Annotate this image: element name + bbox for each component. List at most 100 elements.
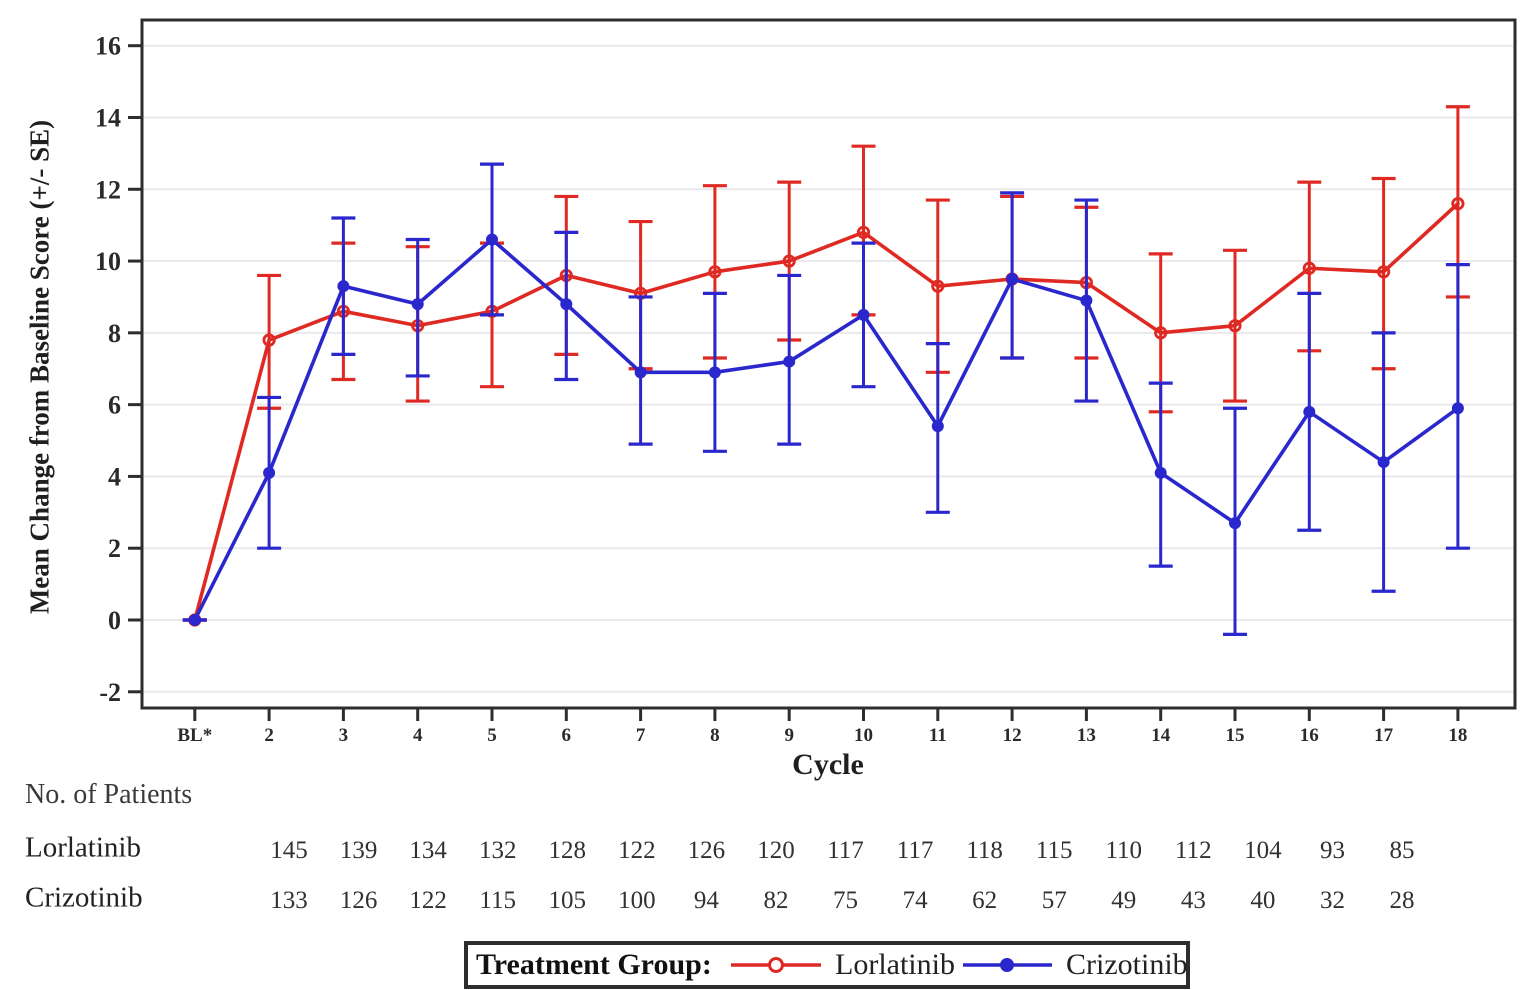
patient-count-lorlatinib: 128 bbox=[549, 837, 587, 864]
marker-crizotinib bbox=[1006, 273, 1019, 286]
series-line-lorlatinib bbox=[193, 201, 1460, 622]
patient-count-crizotinib: 105 bbox=[549, 887, 587, 914]
legend-marker-crizotinib bbox=[1000, 958, 1014, 972]
x-tick-label: 17 bbox=[1374, 725, 1394, 746]
y-tick-label: 10 bbox=[95, 247, 121, 276]
patient-count-lorlatinib: 118 bbox=[966, 837, 1003, 864]
marker-crizotinib bbox=[411, 298, 424, 311]
x-tick-label: 13 bbox=[1077, 725, 1096, 746]
x-tick-label: 5 bbox=[487, 725, 497, 746]
marker-crizotinib bbox=[931, 420, 944, 433]
y-tick-label: 16 bbox=[95, 32, 121, 61]
y-tick-label: 4 bbox=[108, 462, 121, 491]
marker-lorlatinib bbox=[1154, 326, 1168, 340]
patient-count-lorlatinib: 139 bbox=[340, 837, 378, 864]
y-tick-label: -2 bbox=[99, 678, 121, 707]
x-tick-label: 16 bbox=[1300, 725, 1319, 746]
marker-lorlatinib bbox=[1451, 197, 1465, 211]
x-tick-label: 10 bbox=[854, 725, 873, 746]
x-tick-label: 15 bbox=[1226, 725, 1245, 746]
y-tick-label: 2 bbox=[108, 534, 121, 563]
marker-crizotinib bbox=[634, 366, 647, 379]
y-axis-title: Mean Change from Baseline Score (+/- SE) bbox=[24, 119, 55, 615]
patient-count-lorlatinib: 93 bbox=[1320, 837, 1345, 864]
patient-count-lorlatinib: 122 bbox=[618, 837, 656, 864]
marker-crizotinib bbox=[1451, 402, 1464, 415]
marker-lorlatinib bbox=[931, 279, 945, 293]
patient-count-lorlatinib: 117 bbox=[827, 837, 864, 864]
patient-count-crizotinib: 115 bbox=[479, 887, 516, 914]
patient-count-lorlatinib: 132 bbox=[479, 837, 517, 864]
marker-crizotinib bbox=[783, 355, 796, 368]
y-tick-label: 0 bbox=[108, 606, 121, 635]
series-crizotinib bbox=[182, 162, 1470, 636]
patient-count-lorlatinib: 117 bbox=[897, 837, 934, 864]
marker-lorlatinib bbox=[262, 333, 276, 347]
patients-row-label-crizotinib: Crizotinib bbox=[25, 881, 143, 914]
legend-label-lorlatinib: Lorlatinib bbox=[835, 948, 955, 981]
marker-crizotinib bbox=[708, 366, 721, 379]
legend-label-crizotinib: Crizotinib bbox=[1066, 948, 1188, 981]
patient-count-lorlatinib: 85 bbox=[1390, 837, 1415, 864]
marker-lorlatinib bbox=[708, 265, 722, 279]
x-tick-label: 3 bbox=[339, 725, 349, 746]
patient-count-crizotinib: 62 bbox=[972, 887, 997, 914]
x-tick-label: 12 bbox=[1003, 725, 1022, 746]
marker-crizotinib bbox=[560, 298, 573, 311]
patient-count-crizotinib: 133 bbox=[270, 887, 308, 914]
x-tick-label: 2 bbox=[264, 725, 274, 746]
y-tick-label: 14 bbox=[95, 103, 121, 132]
marker-lorlatinib bbox=[856, 225, 871, 239]
patient-count-lorlatinib: 115 bbox=[1036, 837, 1073, 864]
marker-crizotinib bbox=[1377, 456, 1390, 469]
patient-count-crizotinib: 94 bbox=[694, 887, 720, 914]
legend-marker-lorlatinib bbox=[768, 957, 784, 973]
patient-count-crizotinib: 74 bbox=[903, 887, 929, 914]
marker-crizotinib bbox=[1154, 466, 1167, 479]
patient-count-crizotinib: 40 bbox=[1250, 887, 1275, 914]
x-tick-label: 4 bbox=[413, 725, 423, 746]
patient-count-lorlatinib: 120 bbox=[757, 837, 795, 864]
marker-crizotinib bbox=[263, 466, 276, 479]
patient-count-crizotinib: 57 bbox=[1042, 887, 1067, 914]
x-tick-label: 9 bbox=[784, 725, 794, 746]
y-tick-label: 8 bbox=[108, 319, 121, 348]
patient-count-lorlatinib: 104 bbox=[1244, 837, 1282, 864]
plot-frame bbox=[140, 18, 1517, 710]
patient-count-crizotinib: 122 bbox=[409, 887, 447, 914]
patient-count-crizotinib: 75 bbox=[833, 887, 858, 914]
patients-row-label-lorlatinib: Lorlatinib bbox=[25, 831, 141, 864]
patient-count-crizotinib: 49 bbox=[1111, 887, 1136, 914]
patient-count-lorlatinib: 134 bbox=[409, 837, 447, 864]
marker-crizotinib bbox=[486, 233, 498, 246]
x-tick-label: 14 bbox=[1151, 725, 1171, 746]
marker-crizotinib bbox=[1229, 517, 1241, 530]
patient-count-crizotinib: 82 bbox=[763, 887, 788, 914]
patients-table-header: No. of Patients bbox=[25, 779, 193, 810]
patient-count-crizotinib: 100 bbox=[618, 887, 656, 914]
y-tick-label: 12 bbox=[95, 175, 121, 204]
patient-count-crizotinib: 28 bbox=[1390, 887, 1415, 914]
marker-lorlatinib bbox=[782, 254, 796, 268]
marker-crizotinib bbox=[188, 614, 201, 626]
x-tick-label: 18 bbox=[1448, 725, 1467, 746]
patient-count-lorlatinib: 126 bbox=[688, 837, 726, 864]
x-tick-label: 8 bbox=[710, 725, 720, 746]
patient-count-crizotinib: 126 bbox=[340, 887, 378, 914]
marker-lorlatinib bbox=[1377, 265, 1391, 279]
x-tick-label: 6 bbox=[562, 725, 572, 746]
patient-count-crizotinib: 43 bbox=[1181, 887, 1206, 914]
patient-count-lorlatinib: 112 bbox=[1175, 837, 1212, 864]
marker-lorlatinib bbox=[1302, 261, 1316, 275]
x-tick-label: 7 bbox=[636, 725, 646, 746]
patient-count-crizotinib: 32 bbox=[1320, 887, 1345, 914]
x-axis-title: Cycle bbox=[792, 748, 864, 781]
marker-crizotinib bbox=[1303, 405, 1316, 418]
patient-count-lorlatinib: 145 bbox=[270, 837, 308, 864]
marker-crizotinib bbox=[1080, 294, 1093, 307]
x-tick-label: 11 bbox=[929, 725, 947, 746]
series-line-crizotinib bbox=[193, 237, 1460, 622]
y-tick-label: 6 bbox=[108, 391, 121, 420]
